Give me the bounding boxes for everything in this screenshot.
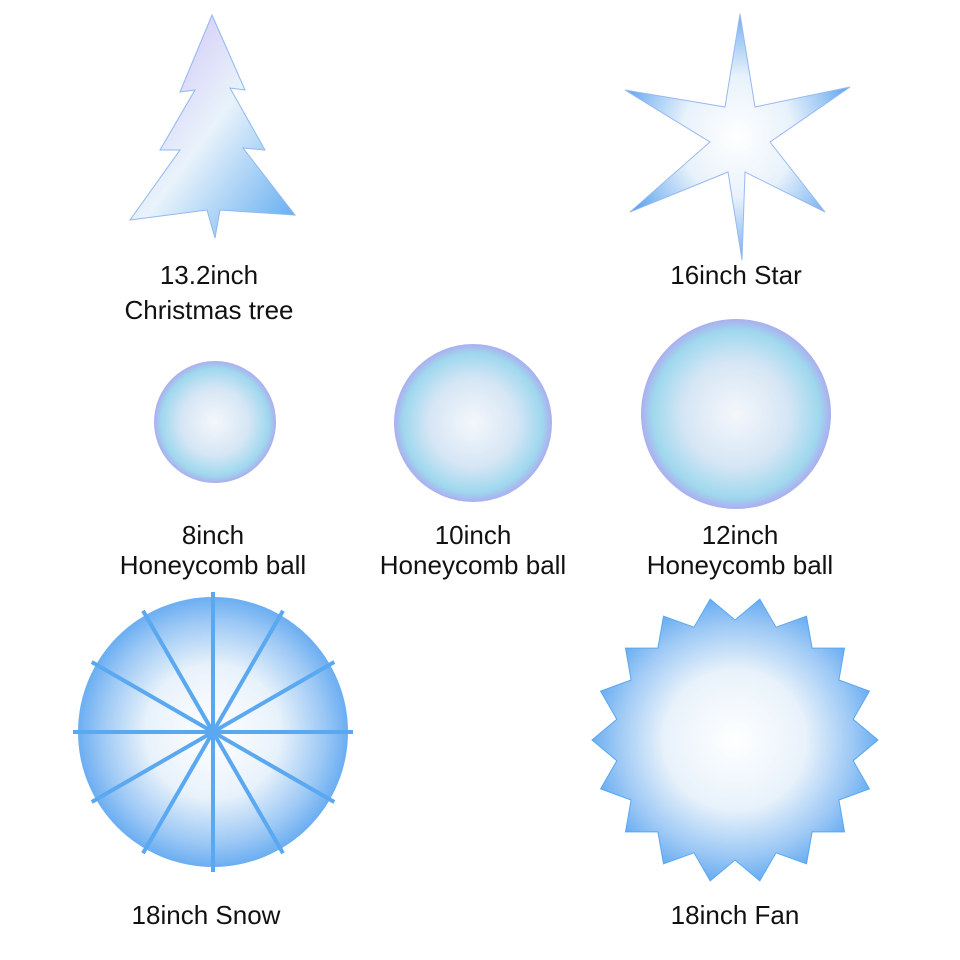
christmas-tree-image — [128, 13, 297, 239]
ball10-label: 10inch Honeycomb ball — [379, 520, 567, 580]
honeycomb-ball-8-image — [154, 361, 276, 483]
ball8-label: 8inch Honeycomb ball — [119, 520, 307, 580]
snowflake-ray — [90, 660, 214, 734]
snowflake-ray — [141, 609, 215, 733]
snowflake-ray — [212, 730, 336, 804]
honeycomb-ball-10-image — [394, 344, 552, 502]
fan-label: 18inch Fan — [670, 900, 800, 930]
snowflake-ray — [141, 731, 215, 855]
snowflake-ray — [212, 660, 336, 734]
paper-fan-image — [591, 598, 879, 882]
snow-label: 18inch Snow — [131, 900, 281, 930]
tree-label: 13.2inch Christmas tree — [124, 260, 294, 325]
snowflake-ray — [211, 731, 285, 855]
star-image — [624, 13, 851, 261]
snowflake-fan-image — [73, 592, 353, 872]
honeycomb-ball-12-image — [641, 319, 831, 509]
star-label: 16inch Star — [670, 260, 802, 290]
snowflake-ray — [211, 609, 285, 733]
snowflake-ray — [90, 730, 214, 804]
ball12-label: 12inch Honeycomb ball — [646, 520, 834, 580]
